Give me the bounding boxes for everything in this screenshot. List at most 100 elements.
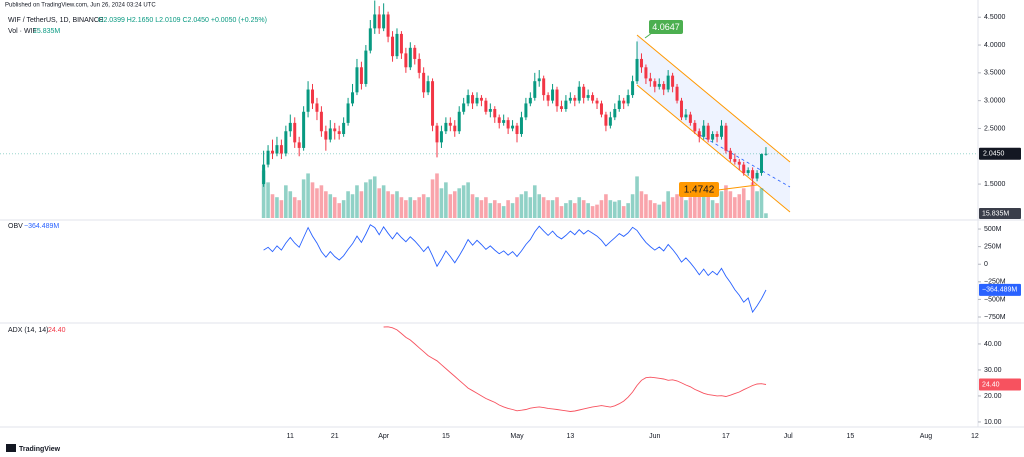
- volume-bar: [528, 197, 533, 218]
- volume-bar: [319, 185, 324, 218]
- candle-body: [662, 83, 666, 90]
- candle-body: [342, 122, 346, 135]
- volume-bar: [372, 176, 377, 218]
- candle-body: [462, 103, 466, 112]
- candle-body: [702, 125, 706, 137]
- candle-body: [502, 120, 506, 123]
- candle-body: [399, 33, 403, 54]
- y-tick-label: 4.0000: [984, 42, 1006, 49]
- x-tick-label: 15: [847, 433, 855, 440]
- candle-body: [706, 125, 710, 140]
- volume-bar: [461, 185, 466, 218]
- volume-bar: [599, 200, 604, 218]
- volume-bar: [572, 203, 577, 218]
- candle-body: [319, 111, 323, 132]
- volume-bar: [679, 188, 684, 218]
- volume-tag: [979, 208, 1021, 219]
- obv-name: OBV: [8, 223, 23, 230]
- volume-bar: [350, 194, 355, 218]
- volume-bar: [706, 191, 710, 218]
- volume-bar: [653, 203, 657, 218]
- candle-body: [582, 86, 586, 98]
- volume-bar: [697, 191, 702, 218]
- y-tick-label: −250M: [984, 279, 1006, 286]
- volume-bar: [657, 204, 662, 218]
- candle-body: [724, 125, 728, 151]
- volume-bar: [484, 197, 488, 218]
- candle-body: [484, 100, 488, 112]
- candle-body: [742, 164, 746, 173]
- volume-bar: [666, 191, 670, 218]
- symbol: WIF / TetherUS, 1D, BINANCE: [8, 17, 104, 24]
- marks: 11 21 Apr 15 May 13 Jun 17 Jul 15 Aug 12 4.5000 4.000…: [0, 0, 1006, 440]
- volume-bar: [404, 200, 408, 218]
- candle-body: [422, 72, 426, 93]
- volume-bar: [608, 200, 613, 218]
- volume-bar: [426, 197, 430, 218]
- candle-body: [413, 47, 417, 59]
- volume-bar: [550, 200, 555, 218]
- indicator-tag-label: −364.489M: [982, 287, 1017, 294]
- volume-bar: [306, 173, 310, 218]
- y-tick-label: 1.5000: [984, 181, 1006, 188]
- volume-bar: [524, 191, 528, 218]
- candle-body: [648, 78, 652, 82]
- candle-body: [293, 122, 297, 143]
- candle-body: [479, 97, 483, 101]
- y-tick-label: 250M: [984, 243, 1002, 250]
- volume-bar: [475, 197, 479, 218]
- indicator-tag: [979, 378, 1021, 391]
- volume-bar: [675, 194, 679, 218]
- candle-body: [608, 117, 612, 126]
- candle-body: [431, 81, 435, 126]
- volume-bar: [377, 188, 381, 218]
- volume-bar: [390, 194, 395, 218]
- volume-bar: [555, 197, 559, 218]
- candle-body: [368, 28, 372, 51]
- volume-name: Vol · WIF: [8, 28, 37, 35]
- indicator-line: [263, 224, 767, 314]
- volume-bar: [737, 194, 742, 218]
- volume-bar: [746, 200, 750, 218]
- candle-body: [715, 134, 719, 137]
- volume-bar: [381, 185, 386, 218]
- x-tick-label: 12: [971, 433, 979, 440]
- candle-body: [755, 172, 759, 179]
- adx-legend-value: 24.40: [48, 327, 66, 334]
- volume-bar: [537, 194, 542, 218]
- footer: TradingView: [19, 446, 61, 453]
- candle-body: [453, 125, 457, 132]
- volume-bar: [292, 197, 297, 218]
- candle-body: [457, 111, 461, 132]
- candle-body: [506, 120, 510, 129]
- volume-bar: [355, 185, 359, 218]
- volume-bar: [452, 191, 457, 218]
- candle-body: [448, 122, 452, 126]
- candle-body: [711, 134, 715, 140]
- candle-body: [693, 122, 697, 132]
- candle-body: [728, 150, 732, 160]
- volume-bar: [421, 194, 426, 218]
- obv-legend-value: −364.489M: [24, 223, 59, 230]
- volume-bar: [693, 194, 697, 218]
- x-tick-label: Apr: [378, 433, 390, 440]
- volume-bar: [733, 197, 737, 218]
- volume-bar: [279, 200, 284, 218]
- candle-body: [391, 36, 395, 57]
- x-tick-label: 11: [287, 433, 294, 440]
- candle-body: [555, 89, 559, 107]
- volume-bar: [266, 182, 270, 218]
- volume-bar: [613, 201, 617, 218]
- volume-bar: [764, 213, 768, 218]
- candle-body: [688, 114, 692, 123]
- candle-body: [315, 103, 319, 112]
- volume-bar: [488, 203, 493, 218]
- volume-bar: [568, 200, 573, 218]
- candle-body: [386, 14, 390, 37]
- candle-body: [764, 153, 768, 155]
- y-tick-label: 0: [984, 261, 988, 268]
- candle-body: [435, 125, 439, 143]
- candle-body: [537, 78, 541, 82]
- annotation-box: [649, 20, 683, 34]
